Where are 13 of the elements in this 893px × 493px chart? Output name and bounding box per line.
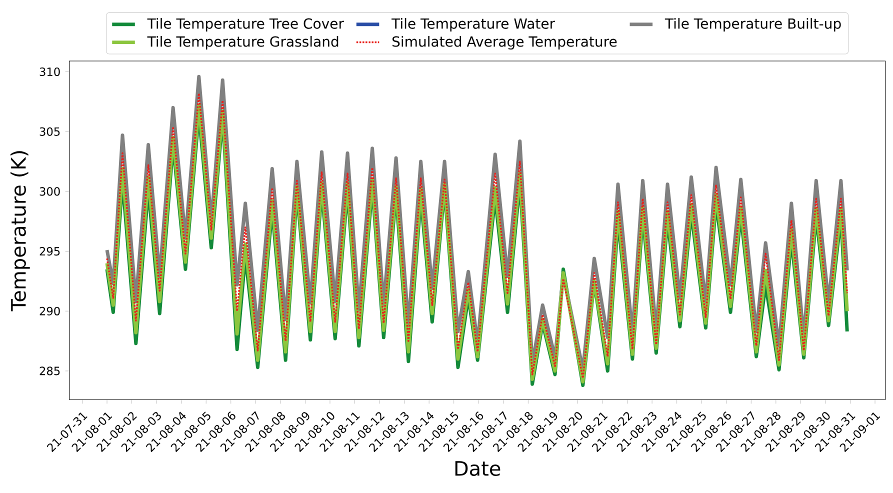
y-tick-label: 285 bbox=[40, 366, 60, 376]
legend-label: Tile Temperature Grassland bbox=[147, 36, 338, 50]
y-axis-title: Temperature (K) bbox=[10, 151, 30, 312]
x-axis-title: Date bbox=[455, 461, 500, 476]
y-tick-label: 290 bbox=[40, 306, 60, 316]
y-tick-label: 305 bbox=[40, 127, 60, 136]
y-tick-label: 310 bbox=[40, 67, 60, 76]
legend-label: Tile Temperature Built-up bbox=[664, 18, 841, 32]
legend-label: Simulated Average Temperature bbox=[392, 36, 617, 50]
legend-label: Tile Temperature Tree Cover bbox=[147, 18, 344, 32]
y-tick-label: 295 bbox=[40, 246, 60, 256]
legend-label: Tile Temperature Water bbox=[392, 18, 556, 32]
y-tick-label: 300 bbox=[40, 187, 60, 196]
